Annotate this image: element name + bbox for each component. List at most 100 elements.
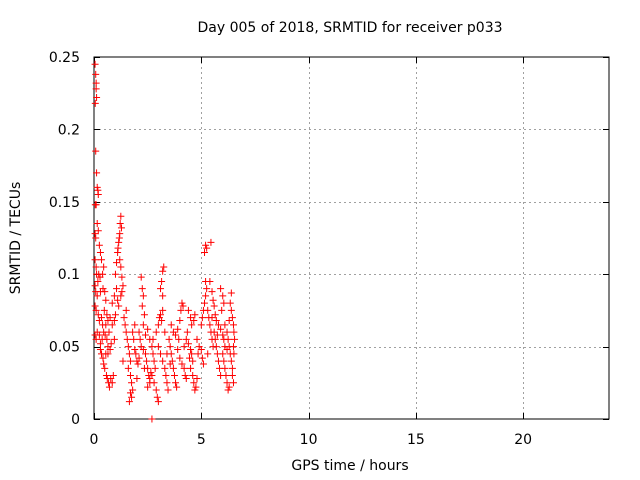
data-point	[158, 277, 166, 285]
data-point	[187, 364, 195, 372]
data-point	[211, 335, 219, 343]
data-point	[224, 386, 232, 394]
data-point	[99, 270, 107, 278]
data-point	[222, 372, 230, 380]
data-point	[220, 299, 228, 307]
data-point	[140, 364, 148, 372]
data-point	[128, 393, 136, 401]
data-point	[138, 285, 146, 293]
data-point	[94, 311, 102, 319]
data-point	[225, 383, 233, 391]
data-point	[101, 364, 109, 372]
data-point	[163, 350, 171, 358]
data-point	[101, 288, 109, 296]
data-point	[149, 335, 157, 343]
data-point	[130, 335, 138, 343]
data-point	[102, 296, 110, 304]
data-point	[164, 386, 172, 394]
data-point	[92, 335, 100, 343]
data-point	[117, 224, 125, 232]
data-point	[139, 345, 147, 353]
y-tick-label: 0.2	[58, 122, 80, 138]
data-point	[91, 230, 99, 238]
data-point	[159, 306, 167, 314]
data-point	[107, 340, 115, 348]
data-point	[228, 372, 236, 380]
data-point	[209, 296, 217, 304]
data-point	[122, 328, 130, 336]
data-point	[188, 350, 196, 358]
data-point	[101, 331, 109, 339]
data-point	[219, 292, 227, 300]
x-axis-label: GPS time / hours	[291, 458, 408, 474]
data-point	[194, 350, 202, 358]
data-point	[229, 343, 237, 351]
data-point	[153, 393, 161, 401]
y-tick-label: 0.05	[49, 340, 80, 356]
data-point	[158, 317, 166, 325]
y-tick-label: 0.15	[49, 195, 80, 211]
y-tick-label: 0.25	[49, 50, 80, 66]
data-point	[174, 325, 182, 333]
data-point	[157, 285, 165, 293]
data-point	[203, 244, 211, 252]
y-tick-label: 0.1	[58, 267, 80, 283]
data-point	[136, 335, 144, 343]
data-point	[115, 238, 123, 246]
data-point	[214, 321, 222, 329]
data-point	[91, 60, 99, 68]
data-point	[91, 282, 99, 290]
data-point	[111, 270, 119, 278]
data-point	[114, 296, 122, 304]
data-point	[163, 379, 171, 387]
data-series-srmtid	[91, 60, 239, 423]
data-point	[229, 321, 237, 329]
data-point	[229, 379, 237, 387]
data-point	[197, 345, 205, 353]
data-point	[116, 256, 124, 264]
data-point	[111, 311, 119, 319]
data-point	[149, 350, 157, 358]
data-point	[202, 292, 210, 300]
data-point	[95, 241, 103, 249]
data-point	[108, 379, 116, 387]
x-tick-label: 0	[90, 432, 99, 448]
data-point	[92, 70, 100, 78]
data-point	[165, 335, 173, 343]
data-point	[177, 306, 185, 314]
data-point	[102, 372, 110, 380]
data-point	[114, 244, 122, 252]
data-point	[198, 354, 206, 362]
data-point	[99, 285, 107, 293]
data-point	[117, 212, 125, 220]
grid-lines	[94, 57, 609, 419]
data-point	[197, 321, 205, 329]
data-point	[122, 306, 130, 314]
data-point	[151, 364, 159, 372]
data-point	[172, 379, 180, 387]
data-point	[223, 345, 231, 353]
data-point	[224, 335, 232, 343]
data-point	[109, 372, 117, 380]
data-point	[218, 306, 226, 314]
data-point	[118, 288, 126, 296]
data-point	[228, 314, 236, 322]
data-point	[100, 306, 108, 314]
data-point	[103, 311, 111, 319]
data-point	[154, 343, 162, 351]
data-point	[157, 311, 165, 319]
data-point	[138, 302, 146, 310]
data-point	[154, 321, 162, 329]
data-point	[226, 299, 234, 307]
data-point	[103, 335, 111, 343]
data-point	[148, 343, 156, 351]
data-point	[170, 372, 178, 380]
data-point	[180, 364, 188, 372]
data-point	[132, 350, 140, 358]
data-point	[135, 354, 143, 362]
data-point	[159, 292, 167, 300]
data-point	[175, 335, 183, 343]
data-point	[113, 259, 121, 267]
data-point	[94, 227, 102, 235]
data-point	[110, 317, 118, 325]
